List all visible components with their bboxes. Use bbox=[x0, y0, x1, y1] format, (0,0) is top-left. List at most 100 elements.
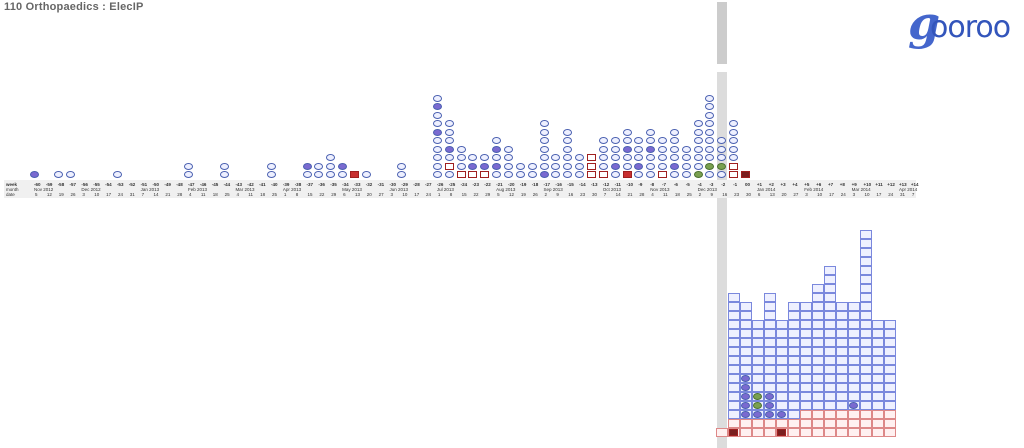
history-bubble-mark[interactable] bbox=[302, 162, 312, 170]
history-bubble-mark[interactable] bbox=[184, 171, 194, 178]
history-bubble-mark[interactable] bbox=[622, 137, 632, 144]
history-bubble-mark[interactable] bbox=[705, 171, 715, 178]
history-bubble-mark[interactable] bbox=[432, 162, 442, 170]
history-bubble-mark[interactable] bbox=[693, 162, 703, 170]
forecast-bubble-mark[interactable] bbox=[849, 402, 858, 409]
history-bubble-mark[interactable] bbox=[717, 137, 727, 144]
history-bubble-mark[interactable] bbox=[492, 137, 502, 144]
history-bubble-mark[interactable] bbox=[397, 162, 407, 170]
history-bubble-mark[interactable] bbox=[693, 154, 703, 161]
history-bubble-mark[interactable] bbox=[219, 171, 229, 178]
history-bubble-mark[interactable] bbox=[658, 154, 668, 161]
history-bubble-mark[interactable] bbox=[729, 120, 739, 127]
history-bubble-mark[interactable] bbox=[30, 171, 39, 178]
history-square-mark[interactable] bbox=[622, 171, 632, 178]
history-bubble-mark[interactable] bbox=[539, 137, 549, 144]
history-bubble-mark[interactable] bbox=[539, 145, 549, 153]
history-square-mark[interactable] bbox=[586, 162, 596, 170]
history-bubble-mark[interactable] bbox=[598, 137, 608, 144]
history-bubble-mark[interactable] bbox=[705, 154, 715, 161]
history-bubble-mark[interactable] bbox=[267, 171, 276, 178]
history-bubble-mark[interactable] bbox=[705, 120, 715, 127]
history-bubble-mark[interactable] bbox=[563, 128, 573, 136]
history-bubble-mark[interactable] bbox=[729, 137, 739, 144]
history-bubble-mark[interactable] bbox=[432, 111, 442, 119]
history-bubble-mark[interactable] bbox=[598, 162, 608, 170]
history-bubble-mark[interactable] bbox=[646, 137, 656, 144]
history-square-mark[interactable] bbox=[468, 171, 478, 178]
forecast-square-mark[interactable] bbox=[777, 429, 786, 436]
history-bubble-mark[interactable] bbox=[456, 162, 466, 170]
history-bubble-mark[interactable] bbox=[634, 162, 644, 170]
history-bubble-mark[interactable] bbox=[397, 171, 407, 178]
history-bubble-mark[interactable] bbox=[456, 154, 466, 161]
history-bubble-mark[interactable] bbox=[681, 145, 691, 153]
history-bubble-mark[interactable] bbox=[610, 162, 620, 170]
history-bubble-mark[interactable] bbox=[432, 145, 442, 153]
forecast-bubble-mark[interactable] bbox=[741, 375, 750, 382]
history-bubble-mark[interactable] bbox=[622, 128, 632, 136]
history-bubble-mark[interactable] bbox=[432, 171, 442, 178]
history-square-mark[interactable] bbox=[480, 171, 490, 178]
history-bubble-mark[interactable] bbox=[504, 145, 513, 153]
history-bubble-mark[interactable] bbox=[729, 128, 739, 136]
history-bubble-mark[interactable] bbox=[515, 171, 525, 178]
history-bubble-mark[interactable] bbox=[492, 162, 502, 170]
history-bubble-mark[interactable] bbox=[468, 162, 478, 170]
history-bubble-mark[interactable] bbox=[480, 162, 490, 170]
history-bubble-mark[interactable] bbox=[622, 154, 632, 161]
history-bubble-mark[interactable] bbox=[705, 94, 715, 102]
history-bubble-mark[interactable] bbox=[338, 162, 348, 170]
history-bubble-mark[interactable] bbox=[729, 154, 739, 161]
history-bubble-mark[interactable] bbox=[669, 162, 679, 170]
history-bubble-mark[interactable] bbox=[658, 162, 668, 170]
history-bubble-mark[interactable] bbox=[492, 154, 502, 161]
history-bubble-mark[interactable] bbox=[575, 171, 585, 178]
history-bubble-mark[interactable] bbox=[563, 137, 573, 144]
history-bubble-mark[interactable] bbox=[646, 128, 656, 136]
history-bubble-mark[interactable] bbox=[705, 103, 715, 110]
history-bubble-mark[interactable] bbox=[492, 171, 502, 178]
history-bubble-mark[interactable] bbox=[432, 128, 442, 136]
history-bubble-mark[interactable] bbox=[539, 171, 549, 178]
history-square-mark[interactable] bbox=[598, 171, 608, 178]
history-bubble-mark[interactable] bbox=[504, 162, 513, 170]
history-bubble-mark[interactable] bbox=[717, 162, 727, 170]
history-bubble-mark[interactable] bbox=[717, 145, 727, 153]
history-bubble-mark[interactable] bbox=[444, 154, 454, 161]
history-square-mark[interactable] bbox=[586, 154, 596, 161]
history-bubble-mark[interactable] bbox=[669, 154, 679, 161]
history-bubble-mark[interactable] bbox=[112, 171, 122, 178]
history-bubble-mark[interactable] bbox=[563, 171, 573, 178]
history-bubble-mark[interactable] bbox=[658, 137, 668, 144]
history-bubble-mark[interactable] bbox=[539, 128, 549, 136]
history-bubble-mark[interactable] bbox=[444, 128, 454, 136]
history-bubble-mark[interactable] bbox=[646, 145, 656, 153]
history-bubble-mark[interactable] bbox=[669, 171, 679, 178]
forecast-square-mark[interactable] bbox=[729, 429, 738, 436]
history-bubble-mark[interactable] bbox=[563, 154, 573, 161]
history-bubble-mark[interactable] bbox=[444, 137, 454, 144]
history-bubble-mark[interactable] bbox=[492, 145, 502, 153]
history-bubble-mark[interactable] bbox=[480, 154, 490, 161]
history-bubble-mark[interactable] bbox=[456, 145, 466, 153]
history-bubble-mark[interactable] bbox=[598, 145, 608, 153]
history-bubble-mark[interactable] bbox=[314, 162, 324, 170]
history-bubble-mark[interactable] bbox=[717, 154, 727, 161]
history-bubble-mark[interactable] bbox=[646, 171, 656, 178]
history-bubble-mark[interactable] bbox=[326, 154, 336, 161]
history-bubble-mark[interactable] bbox=[361, 171, 371, 178]
history-bubble-mark[interactable] bbox=[634, 145, 644, 153]
history-bubble-mark[interactable] bbox=[681, 154, 691, 161]
history-bubble-mark[interactable] bbox=[444, 120, 454, 127]
history-bubble-mark[interactable] bbox=[610, 154, 620, 161]
history-bubble-mark[interactable] bbox=[338, 171, 348, 178]
history-bubble-mark[interactable] bbox=[504, 171, 513, 178]
history-square-mark[interactable] bbox=[349, 171, 359, 178]
history-bubble-mark[interactable] bbox=[267, 162, 276, 170]
history-bubble-mark[interactable] bbox=[326, 162, 336, 170]
history-bubble-mark[interactable] bbox=[504, 154, 513, 161]
forecast-bubble-mark[interactable] bbox=[741, 384, 750, 391]
forecast-bubble-mark[interactable] bbox=[777, 411, 786, 418]
history-bubble-mark[interactable] bbox=[575, 162, 585, 170]
